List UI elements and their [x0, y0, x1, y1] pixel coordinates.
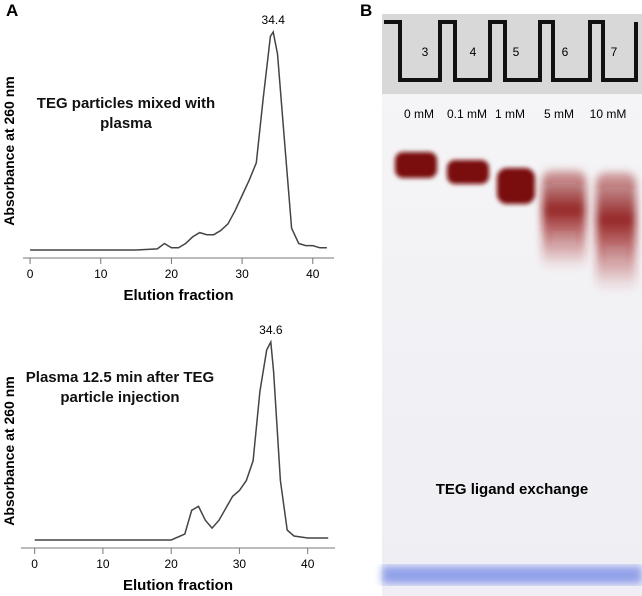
x-tick-label: 30: [235, 267, 249, 281]
chart-title: Plasma 12.5 min after TEG particle injec…: [25, 369, 215, 406]
x-tick-label: 30: [233, 557, 247, 571]
lane-concentration: 1 mM: [495, 107, 525, 121]
lane-concentration: 0 mM: [404, 107, 434, 121]
line: [30, 30, 327, 251]
panel-label: B: [360, 1, 372, 20]
chart-title: TEG particles mixed with plasma: [36, 95, 216, 132]
lane-concentration: 5 mM: [544, 107, 574, 121]
y-axis-label: Absorbance at 260 nm: [1, 76, 17, 225]
y-axis-label: Absorbance at 260 nm: [1, 376, 17, 525]
x-tick-label: 40: [306, 267, 320, 281]
gel-smears: [542, 170, 636, 292]
lane-number: 7: [611, 45, 618, 59]
lane-concentration: 10 mM: [590, 107, 627, 121]
x-tick-label: 20: [164, 557, 178, 571]
x-tick-label: 10: [94, 267, 108, 281]
x-tick-label: 10: [96, 557, 110, 571]
line: [34, 339, 329, 541]
lane-concentration: 0.1 mM: [447, 107, 487, 121]
peak-label: 34.6: [259, 323, 283, 337]
x-tick-label: 20: [165, 267, 179, 281]
gel-background: [382, 14, 642, 596]
gel-dye-front: [382, 566, 642, 584]
lane-number: 3: [422, 45, 429, 59]
lane-number: 6: [562, 45, 569, 59]
x-tick-label: 0: [27, 267, 34, 281]
gel-wells: [384, 20, 638, 82]
gel-bands: [395, 152, 535, 204]
peak-label: 34.4: [262, 13, 286, 27]
x-axis-label: Elution fraction: [124, 287, 234, 304]
lane-number: 5: [513, 45, 520, 59]
x-tick-label: 40: [301, 557, 315, 571]
x-axis-label: Elution fraction: [123, 577, 233, 594]
gel-caption: TEG ligand exchange: [436, 481, 589, 498]
x-tick-label: 0: [31, 557, 38, 571]
panel-label: A: [6, 1, 18, 20]
lane-number: 4: [470, 45, 477, 59]
